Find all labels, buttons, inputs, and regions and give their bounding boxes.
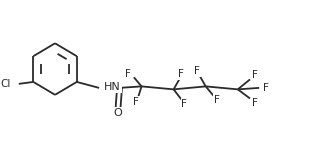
Text: F: F — [181, 99, 187, 109]
Text: F: F — [263, 83, 269, 93]
Text: Cl: Cl — [1, 79, 11, 89]
Text: F: F — [133, 97, 139, 106]
Text: F: F — [252, 98, 257, 108]
Text: F: F — [252, 70, 257, 80]
Text: F: F — [126, 69, 131, 79]
Text: O: O — [113, 108, 122, 118]
Text: F: F — [214, 95, 220, 105]
Text: HN: HN — [104, 82, 121, 92]
Text: F: F — [178, 69, 184, 79]
Text: F: F — [194, 66, 200, 76]
